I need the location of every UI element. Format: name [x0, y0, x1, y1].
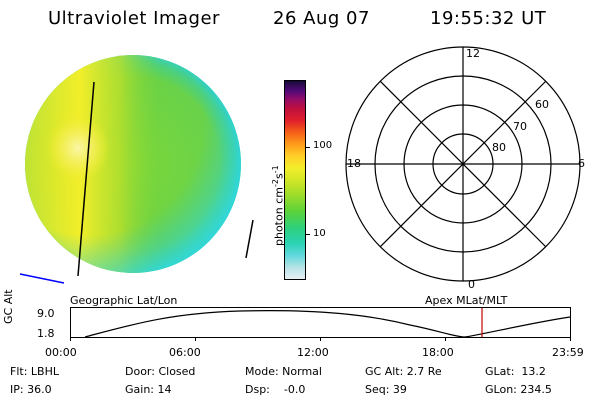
colorbar-label-10: 10 [313, 228, 326, 239]
mlat-label-60: 60 [535, 98, 549, 111]
observation-time: 19:55:32 UT [430, 8, 547, 29]
mlt-label-12: 12 [466, 47, 480, 60]
time-tick-2359: 23:59 [552, 346, 584, 359]
instrument-title: Ultraviolet Imager [48, 8, 220, 29]
earth-disk [25, 55, 241, 273]
horizon-line [19, 273, 65, 284]
gc-alt-min-label: 1.8 [37, 327, 55, 340]
status-mode: Mode: Normal [245, 365, 322, 378]
terminator-line [77, 81, 95, 277]
intensity-colorbar [284, 80, 306, 280]
colorbar-unit-label: photon cm-2s-1 [271, 165, 286, 246]
status-filter: Flt: LBHL [10, 365, 59, 378]
mlat-label-80: 80 [492, 141, 506, 154]
time-tick-0000: 00:00 [45, 346, 77, 359]
polar-mlat-mlt-plot [345, 46, 581, 282]
colorbar-tick [306, 147, 310, 148]
apex-coords-label: Apex MLat/MLT [425, 294, 508, 307]
status-gain: Gain: 14 [125, 383, 172, 396]
time-tick-0600: 06:00 [169, 346, 201, 359]
gc-alt-axis: GC Alt 9.0 1.8 [2, 289, 70, 341]
mlt-label-18: 18 [347, 157, 361, 170]
geographic-coords-label: Geographic Lat/Lon [70, 294, 178, 307]
timeline-ticks [70, 337, 571, 341]
time-tick-1800: 18:00 [422, 346, 454, 359]
gc-alt-max-label: 9.0 [37, 307, 55, 320]
status-glat: GLat: 13.2 [485, 365, 546, 378]
observation-date: 26 Aug 07 [273, 8, 370, 29]
limb-marker [245, 219, 254, 259]
altitude-curve [84, 310, 571, 338]
status-seq: Seq: 39 [365, 383, 407, 396]
status-ip: IP: 36.0 [10, 383, 52, 396]
gc-alt-axis-title: GC Alt [2, 289, 15, 324]
orbit-altitude-timeline [70, 307, 571, 341]
mlt-label-6: 6 [578, 157, 585, 170]
status-gc-alt: GC Alt: 2.7 Re [365, 365, 442, 378]
status-glon: GLon: 234.5 [485, 383, 552, 396]
colorbar-tick [306, 234, 310, 235]
status-door: Door: Closed [125, 365, 196, 378]
status-dsp: Dsp: -0.0 [245, 383, 306, 396]
colorbar-label-100: 100 [313, 140, 333, 151]
mlt-label-0: 0 [468, 278, 475, 291]
time-tick-1200: 12:00 [297, 346, 329, 359]
mlat-label-70: 70 [513, 120, 527, 133]
polar-diagonal [379, 80, 547, 248]
earth-uv-image [19, 55, 254, 284]
header: Ultraviolet Imager 26 Aug 07 19:55:32 UT [0, 0, 600, 40]
